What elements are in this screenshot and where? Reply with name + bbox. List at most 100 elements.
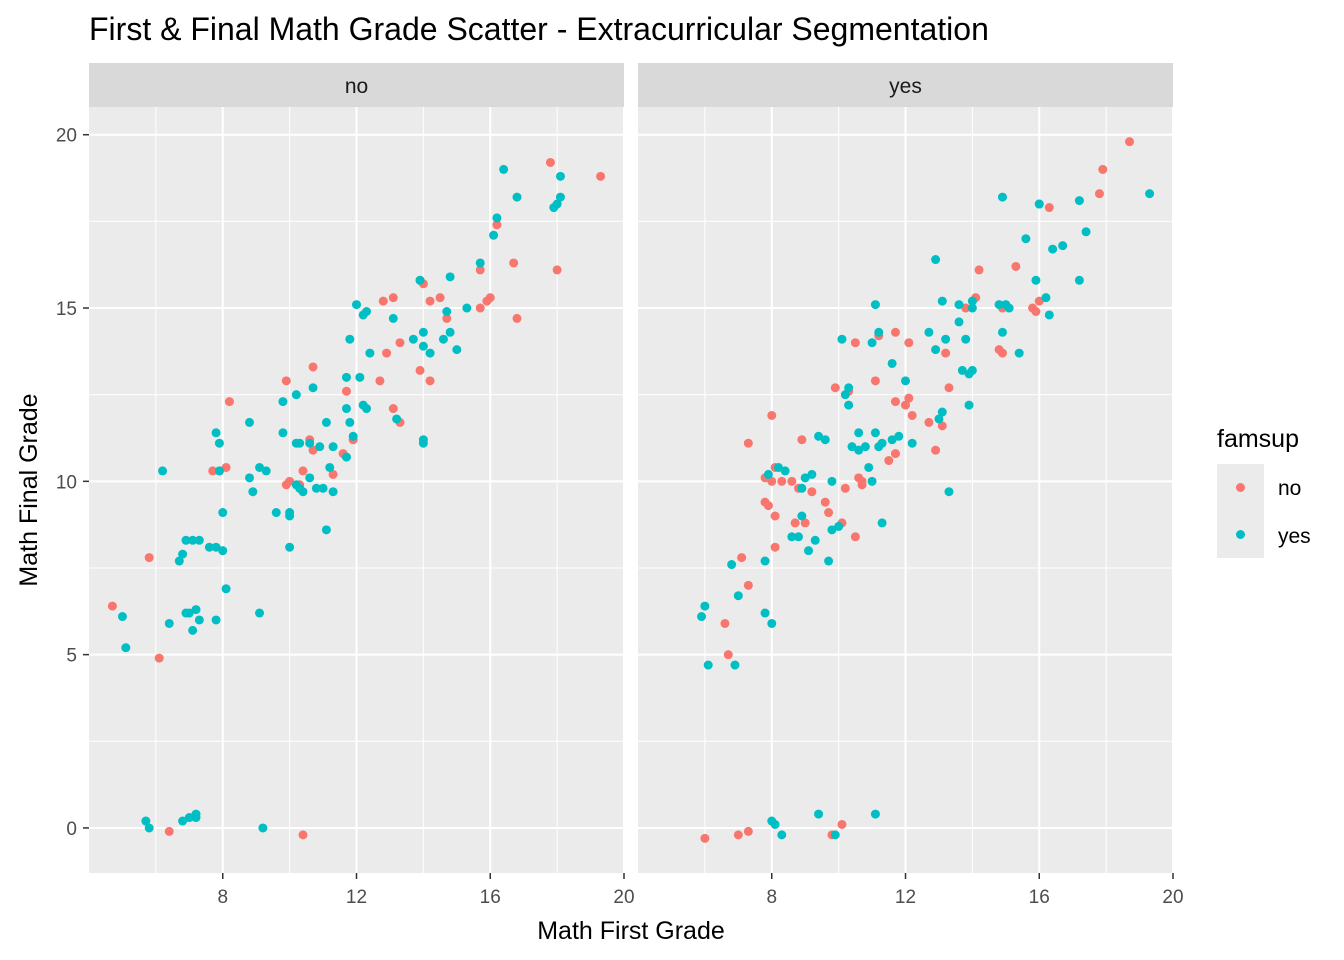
point-yes-famsup-yes — [767, 618, 777, 628]
point-yes-famsup-no — [941, 348, 951, 358]
point-yes-famsup-no — [820, 497, 830, 507]
point-no-famsup-yes — [204, 542, 214, 552]
point-yes-famsup-no — [884, 456, 894, 466]
point-no-famsup-yes — [218, 508, 228, 518]
point-yes-famsup-yes — [703, 660, 713, 670]
point-no-famsup-no — [224, 397, 234, 407]
point-yes-famsup-yes — [824, 556, 834, 566]
facet-strip-label-yes: yes — [889, 75, 922, 98]
point-no-famsup-no — [298, 830, 308, 840]
point-no-famsup-no — [415, 365, 425, 375]
point-yes-famsup-no — [824, 508, 834, 518]
point-yes-famsup-yes — [1074, 196, 1084, 206]
x-tick-label-16: 16 — [1029, 887, 1050, 908]
point-no-famsup-no — [545, 157, 555, 167]
point-no-famsup-yes — [362, 306, 372, 316]
y-axis: 0 5 10 15 20 — [56, 126, 89, 840]
point-yes-famsup-yes — [937, 296, 947, 306]
point-no-famsup-no — [395, 338, 405, 348]
point-no-famsup-yes — [408, 334, 418, 344]
point-yes-famsup-yes — [700, 601, 710, 611]
point-yes-famsup-yes — [967, 303, 977, 313]
point-yes-famsup-yes — [840, 390, 850, 400]
point-no-famsup-yes — [365, 348, 375, 358]
point-yes-famsup-yes — [1031, 275, 1041, 285]
point-yes-famsup-no — [830, 383, 840, 393]
point-no-famsup-no — [285, 476, 295, 486]
point-yes-famsup-yes — [814, 809, 824, 819]
point-yes-famsup-yes — [1081, 227, 1091, 237]
point-no-famsup-yes — [445, 272, 455, 282]
x-axis-ticks-no: 8 12 16 20 — [217, 873, 635, 908]
point-yes-famsup-yes — [867, 338, 877, 348]
point-no-famsup-yes — [325, 462, 335, 472]
x-tick-label-20: 20 — [613, 887, 634, 908]
point-yes-famsup-yes — [733, 591, 743, 601]
point-no-famsup-yes — [305, 473, 315, 483]
point-no-famsup-yes — [178, 816, 188, 826]
point-yes-famsup-yes — [870, 428, 880, 438]
point-yes-famsup-no — [924, 417, 934, 427]
point-no-famsup-yes — [341, 372, 351, 382]
point-yes-famsup-no — [737, 553, 747, 563]
point-yes-famsup-yes — [763, 469, 773, 479]
point-yes-famsup-yes — [954, 300, 964, 310]
point-yes-famsup-no — [790, 518, 800, 528]
point-yes-famsup-yes — [957, 365, 967, 375]
point-no-famsup-yes — [462, 303, 472, 313]
point-yes-famsup-no — [797, 435, 807, 445]
point-no-famsup-yes — [291, 390, 301, 400]
point-yes-famsup-no — [944, 383, 954, 393]
point-no-famsup-no — [308, 445, 318, 455]
point-yes-famsup-yes — [1004, 303, 1014, 313]
point-no-famsup-no — [298, 466, 308, 476]
point-no-famsup-no — [281, 376, 291, 386]
point-yes-famsup-yes — [994, 300, 1004, 310]
point-yes-famsup-yes — [854, 428, 864, 438]
point-yes-famsup-yes — [961, 334, 971, 344]
point-yes-famsup-yes — [794, 532, 803, 542]
point-no-famsup-yes — [188, 535, 198, 545]
point-yes-famsup-yes — [827, 525, 837, 535]
point-yes-famsup-no — [840, 483, 850, 493]
point-yes-famsup-yes — [997, 192, 1007, 202]
point-yes-famsup-yes — [760, 556, 770, 566]
point-yes-famsup-no — [1011, 261, 1021, 271]
legend-key-no — [1236, 483, 1245, 492]
point-no-famsup-no — [107, 601, 117, 611]
point-no-famsup-yes — [442, 306, 452, 316]
point-no-famsup-no — [154, 653, 164, 663]
point-no-famsup-yes — [328, 442, 338, 452]
point-yes-famsup-yes — [924, 327, 934, 337]
point-yes-famsup-yes — [867, 476, 877, 486]
x-tick-label-12: 12 — [895, 887, 916, 908]
point-yes-famsup-no — [890, 327, 900, 337]
facet-panel-yes: yes 8 12 16 20 — [638, 63, 1184, 908]
point-yes-famsup-yes — [1074, 275, 1084, 285]
point-yes-famsup-no — [870, 376, 880, 386]
point-yes-famsup-yes — [1044, 310, 1054, 320]
point-no-famsup-yes — [425, 348, 435, 358]
point-yes-famsup-no — [937, 421, 947, 431]
point-yes-famsup-yes — [854, 445, 864, 455]
point-yes-famsup-no — [1094, 189, 1104, 199]
point-no-famsup-yes — [174, 556, 184, 566]
point-yes-famsup-yes — [877, 518, 887, 528]
point-no-famsup-yes — [144, 823, 154, 833]
point-yes-famsup-no — [1034, 296, 1044, 306]
point-no-famsup-yes — [362, 404, 372, 414]
point-no-famsup-yes — [345, 417, 355, 427]
point-no-famsup-yes — [258, 823, 268, 833]
point-no-famsup-yes — [345, 334, 355, 344]
point-yes-famsup-yes — [874, 327, 884, 337]
point-yes-famsup-yes — [931, 255, 941, 265]
point-yes-famsup-yes — [1058, 241, 1068, 251]
point-no-famsup-no — [144, 553, 154, 563]
point-yes-famsup-yes — [787, 532, 797, 542]
point-yes-famsup-no — [700, 833, 710, 843]
point-yes-famsup-yes — [814, 431, 824, 441]
point-yes-famsup-no — [743, 826, 753, 836]
point-no-famsup-yes — [141, 816, 151, 826]
point-no-famsup-yes — [295, 438, 305, 448]
